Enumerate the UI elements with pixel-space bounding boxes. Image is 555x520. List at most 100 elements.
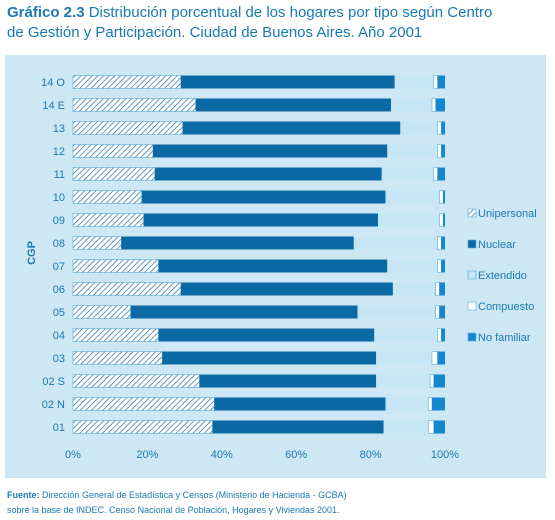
bar-segment-compuesto: [427, 420, 435, 434]
bar-segment-unipersonal: [72, 236, 122, 250]
bar-segment-unipersonal: [72, 98, 197, 112]
category-label: 07: [53, 261, 65, 273]
bar-segment-no-familiar: [441, 328, 445, 342]
source-line1: Dirección General de Estadística y Censo…: [42, 490, 347, 500]
bar-segment-compuesto: [439, 190, 444, 204]
bar-segment-unipersonal: [72, 213, 144, 227]
bar-segment-no-familiar: [433, 374, 445, 388]
category-label: 09: [53, 215, 65, 227]
legend-label-extendido: Extendido: [478, 270, 527, 282]
chart-title-line1: Distribución porcentual de los hogares p…: [88, 4, 493, 21]
bar-segment-compuesto: [435, 282, 440, 296]
bar-segment-extendido: [357, 305, 436, 319]
bar-segment-extendido: [391, 98, 432, 112]
bar-segment-no-familiar: [441, 121, 445, 135]
bar-segment-compuesto: [427, 397, 433, 411]
x-tick-label: 100%: [431, 449, 459, 461]
x-tick-label: 80%: [360, 449, 382, 461]
bar-segment-compuesto: [437, 328, 442, 342]
bar-segment-nuclear: [212, 420, 384, 434]
chart-svg: 14 O 14 E 13 12 11 10 09 08 07 06 05 04 03 02 S 02 N 01…: [26, 75, 537, 461]
bar-segment-compuesto: [437, 259, 442, 273]
bar-segment-nuclear: [130, 305, 358, 319]
bar-segment-no-familiar: [433, 420, 445, 434]
bar-segment-nuclear: [199, 374, 377, 388]
bar-segment-no-familiar: [435, 98, 445, 112]
bar-segment-no-familiar: [439, 282, 445, 296]
legend-swatch-unipersonal: [467, 208, 477, 218]
bar-segment-compuesto: [435, 305, 440, 319]
bar-segment-no-familiar: [437, 351, 445, 365]
bar-segment-no-familiar: [441, 236, 445, 250]
bar-segment-compuesto: [439, 213, 444, 227]
category-label: 12: [53, 146, 65, 158]
bar-segment-unipersonal: [72, 75, 182, 89]
category-labels: 14 O 14 E 13 12 11 10 09 08 07 06 05 04 03 02 S 02 N 01: [41, 77, 65, 434]
bar-segment-unipersonal: [72, 374, 200, 388]
category-label: 13: [53, 123, 65, 135]
legend-label-compuesto: Compuesto: [478, 301, 534, 313]
bar-segment-nuclear: [158, 328, 375, 342]
bar-segment-compuesto: [437, 121, 442, 135]
bar-segment-compuesto: [429, 374, 435, 388]
bar-segment-no-familiar: [443, 213, 445, 227]
category-label: 05: [53, 307, 65, 319]
bar-segment-compuesto: [431, 351, 438, 365]
bar-segment-extendido: [381, 167, 434, 181]
bar-segment-no-familiar: [443, 190, 445, 204]
bar-segment-extendido: [378, 213, 440, 227]
bar-segment-no-familiar: [441, 259, 445, 273]
bar-segment-unipersonal: [72, 420, 213, 434]
bar-segment-nuclear: [182, 121, 401, 135]
bar-segment-unipersonal: [72, 259, 159, 273]
bar-segment-unipersonal: [72, 328, 159, 342]
bar-segment-nuclear: [154, 167, 382, 181]
category-label: 11: [54, 169, 65, 181]
x-tick-label: 20%: [136, 449, 158, 461]
bar-segment-extendido: [383, 420, 429, 434]
bar-segment-nuclear: [121, 236, 354, 250]
bar-segment-extendido: [400, 121, 438, 135]
bar-segment-compuesto: [431, 98, 437, 112]
bar-segment-unipersonal: [72, 282, 182, 296]
bar-segment-extendido: [353, 236, 438, 250]
bars-group: [72, 75, 445, 434]
bar-segment-compuesto: [437, 236, 442, 250]
bar-segment-nuclear: [180, 75, 395, 89]
bar-segment-unipersonal: [72, 121, 184, 135]
bar-segment-extendido: [376, 374, 431, 388]
legend-label-unipersonal: Unipersonal: [478, 208, 537, 220]
category-label: 01: [53, 422, 65, 434]
bar-segment-nuclear: [214, 397, 386, 411]
bar-segment-extendido: [385, 190, 440, 204]
source-label: Fuente:: [7, 490, 40, 500]
x-tick-labels: 0% 20% 40% 60% 80% 100%: [65, 449, 459, 461]
chart-title: Gráfico 2.3 Distribución porcentual de l…: [7, 3, 552, 43]
bar-segment-nuclear: [180, 282, 393, 296]
category-label: 04: [53, 330, 65, 342]
bar-segment-nuclear: [195, 98, 392, 112]
bar-segment-extendido: [394, 75, 434, 89]
bar-segment-unipersonal: [72, 305, 131, 319]
legend: Unipersonal Nuclear Extendido Compuesto No f…: [467, 208, 537, 344]
chart-panel: 14 O 14 E 13 12 11 10 09 08 07 06 05 04 03 02 S 02 N 01…: [5, 55, 546, 478]
bar-segment-nuclear: [162, 351, 377, 365]
x-tick-label: 0%: [65, 449, 81, 461]
bar-segment-unipersonal: [72, 397, 215, 411]
bar-segment-nuclear: [141, 190, 386, 204]
bar-segment-nuclear: [158, 259, 388, 273]
category-label: 02 S: [42, 376, 65, 388]
bar-segment-extendido: [392, 282, 436, 296]
bar-segment-extendido: [387, 259, 438, 273]
bar-segment-no-familiar: [431, 397, 445, 411]
bar-segment-extendido: [376, 351, 432, 365]
legend-swatch-extendido: [467, 270, 477, 280]
bar-segment-compuesto: [433, 75, 438, 89]
x-tick-label: 40%: [211, 449, 233, 461]
bar-segment-no-familiar: [439, 305, 445, 319]
bar-segment-no-familiar: [437, 167, 445, 181]
category-label: 02 N: [42, 399, 65, 411]
bar-segment-extendido: [387, 144, 438, 158]
legend-swatch-no-familiar: [467, 332, 477, 342]
category-label: 06: [53, 284, 65, 296]
